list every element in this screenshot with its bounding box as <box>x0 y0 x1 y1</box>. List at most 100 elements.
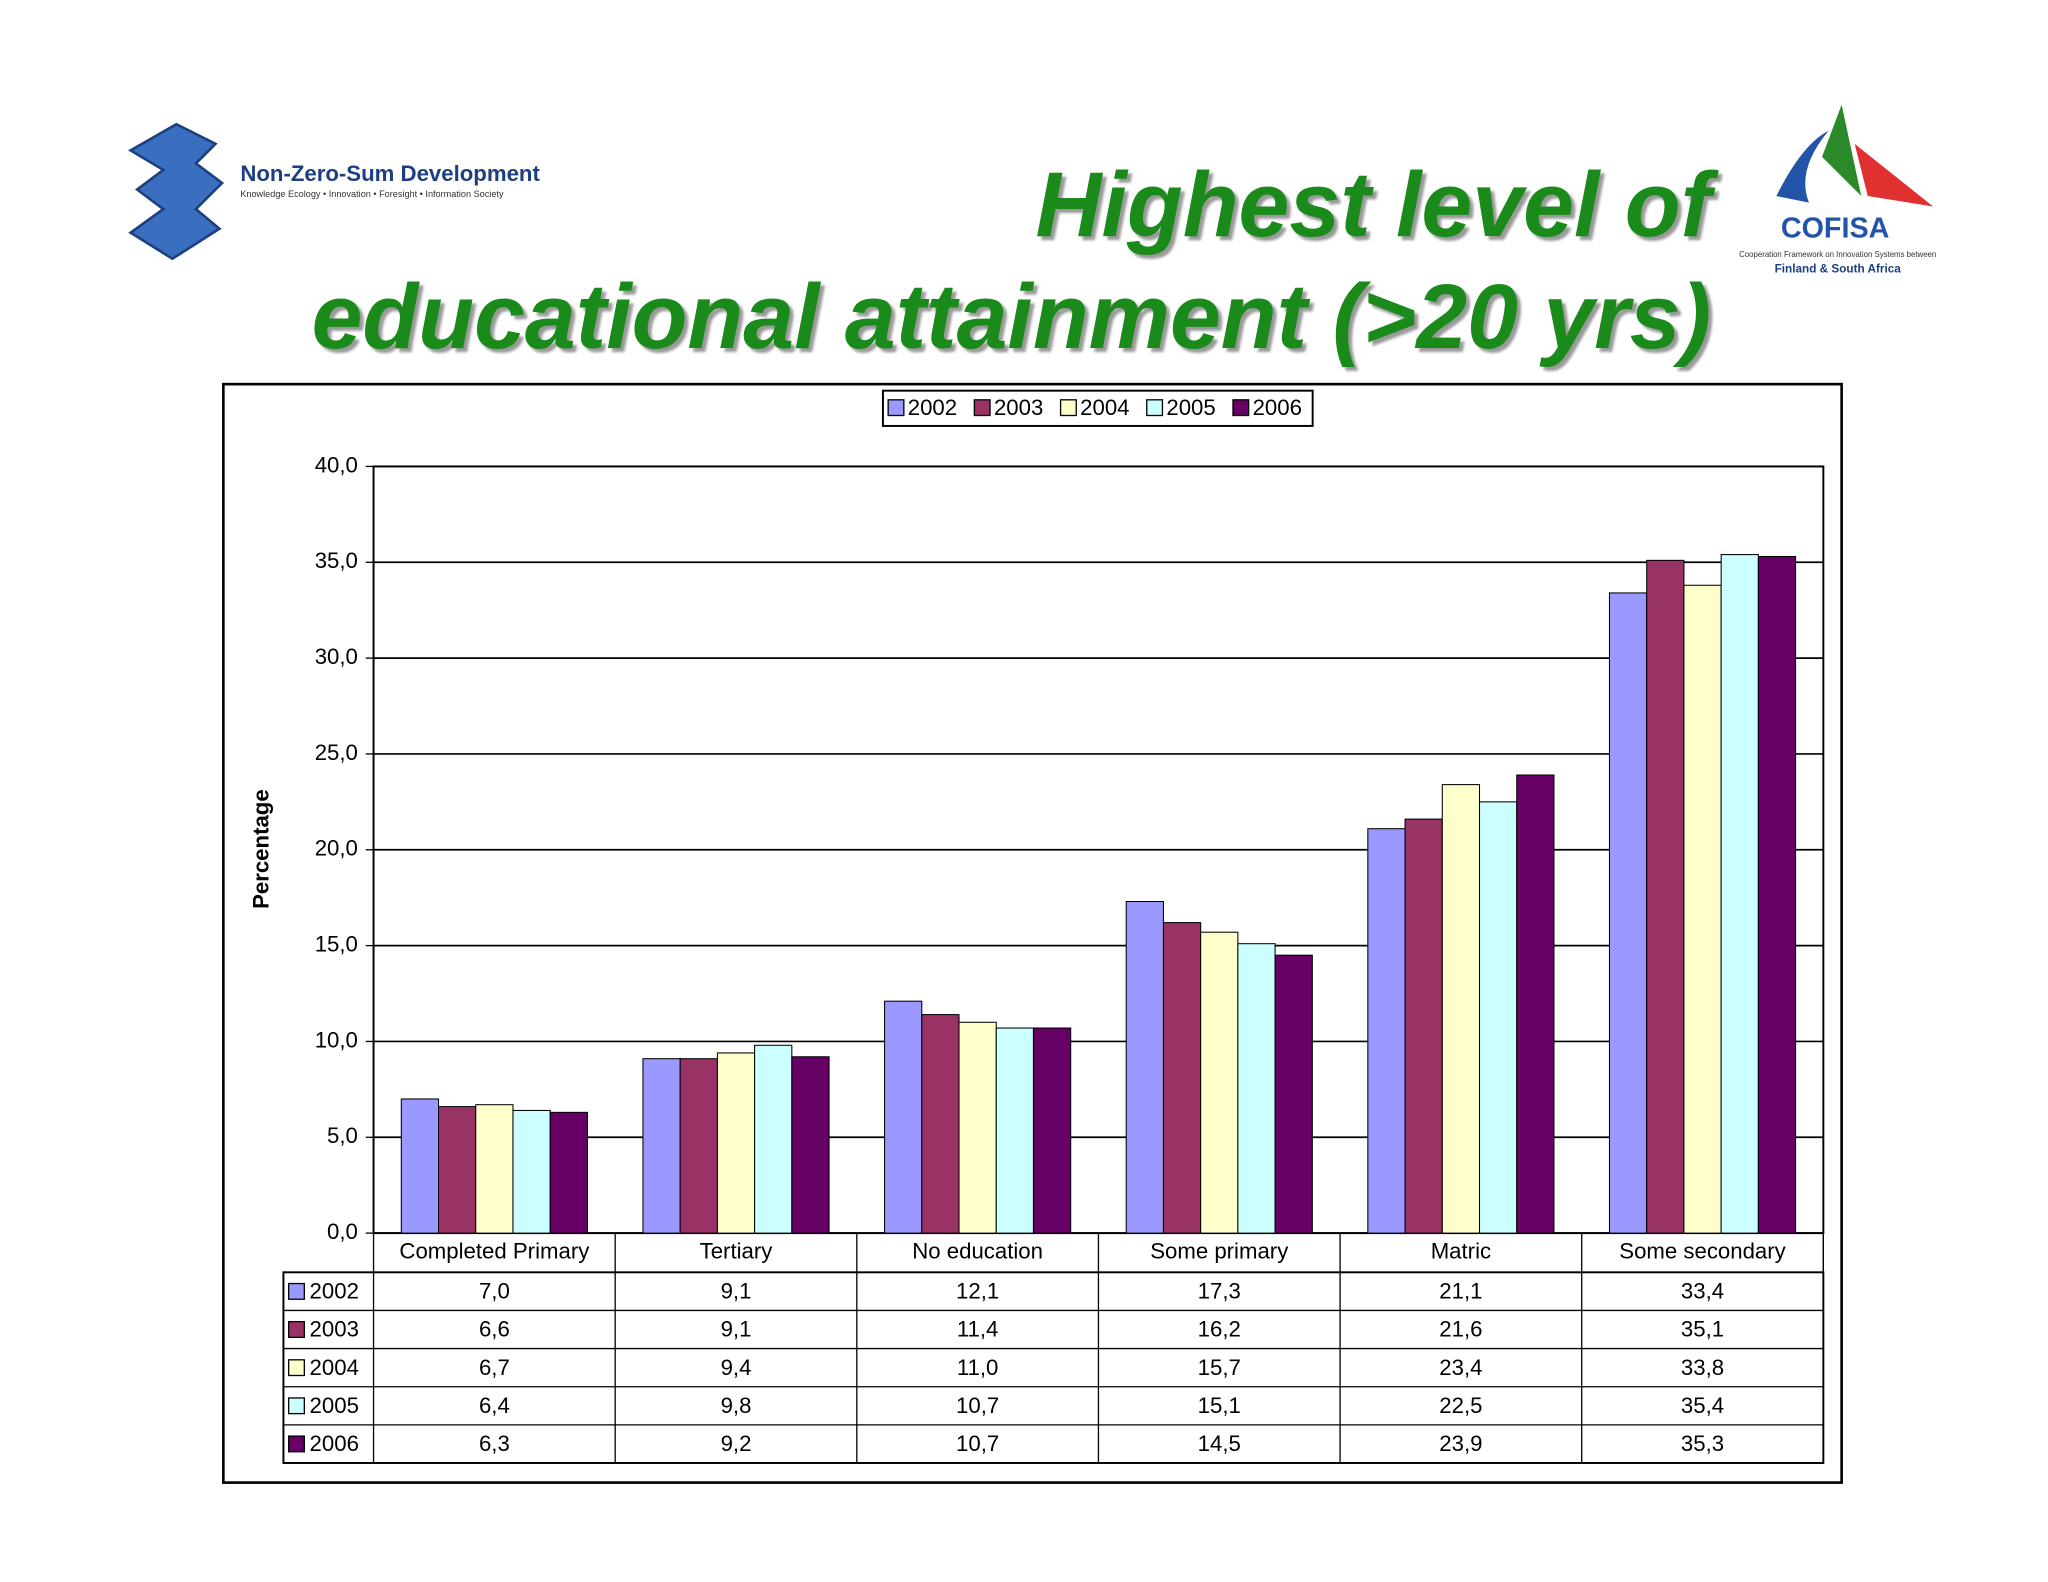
table-row-header: 2003 <box>310 1317 359 1342</box>
bar <box>1032 1027 1072 1234</box>
x-tick-label: Tertiary <box>700 1239 774 1264</box>
bar <box>438 1106 477 1234</box>
x-tick-label: Completed Primary <box>399 1239 590 1264</box>
table-cell: 10,7 <box>956 1393 999 1418</box>
table-cell: 12,1 <box>956 1279 999 1304</box>
legend-swatch <box>1146 399 1164 417</box>
legend-label: 2002 <box>908 395 957 420</box>
logo-line: Cooperation Framework on Innovation Syst… <box>1739 250 1936 259</box>
bar <box>400 1098 440 1234</box>
bar <box>884 1000 923 1234</box>
bar <box>549 1111 588 1234</box>
table-cell: 15,7 <box>1198 1355 1241 1380</box>
table-cell: 10,7 <box>956 1431 999 1456</box>
bar <box>1608 592 1648 1234</box>
table-cell: 9,2 <box>721 1431 752 1456</box>
y-tick-label: 5,0 <box>327 1123 358 1148</box>
table-cell: 7,0 <box>479 1279 510 1304</box>
y-tick-label: 30,0 <box>315 644 358 669</box>
legend-swatch <box>973 399 991 417</box>
table-cell: 9,1 <box>721 1317 752 1342</box>
x-tick-label: Matric <box>1431 1239 1491 1264</box>
y-tick-label: 20,0 <box>315 836 358 861</box>
table-cell: 22,5 <box>1439 1393 1482 1418</box>
bar <box>475 1104 514 1234</box>
bar <box>1757 555 1797 1234</box>
legend-swatch <box>1059 399 1077 417</box>
right-logo: COFISA Cooperation Framework on Innovati… <box>1739 104 1936 275</box>
table-frame <box>282 1271 1825 1464</box>
y-tick-label: 0,0 <box>327 1219 358 1244</box>
table-row-header: 2005 <box>310 1393 359 1418</box>
chart-title: educational attainment (>20 yrs) <box>312 266 1711 368</box>
bar <box>1720 554 1759 1234</box>
table-cell: 16,2 <box>1198 1317 1241 1342</box>
legend-swatch <box>288 1397 305 1415</box>
bar <box>1237 943 1276 1234</box>
bar <box>1200 931 1239 1234</box>
table-cell: 35,4 <box>1681 1393 1724 1418</box>
left-logo: Non-Zero-Sum Development Knowledge Ecolo… <box>128 122 540 261</box>
table-cell: 6,7 <box>479 1355 510 1380</box>
table-cell: 9,8 <box>721 1393 752 1418</box>
table-cell: 35,1 <box>1681 1317 1724 1342</box>
bar <box>1478 801 1518 1234</box>
bar <box>1125 901 1164 1234</box>
table-cell: 33,8 <box>1681 1355 1724 1380</box>
legend-label: 2006 <box>1253 395 1302 420</box>
table-row-header: 2006 <box>310 1431 359 1456</box>
bar <box>679 1058 718 1234</box>
y-tick-label: 15,0 <box>315 931 358 956</box>
bar <box>958 1021 997 1234</box>
y-axis-label: Percentage <box>248 789 273 909</box>
y-tick-label: 25,0 <box>315 740 358 765</box>
x-tick-label: No education <box>912 1239 1043 1264</box>
bar <box>1367 828 1406 1234</box>
bar <box>754 1044 793 1234</box>
table-cell: 6,6 <box>479 1317 510 1342</box>
table-cell: 9,4 <box>721 1355 752 1380</box>
x-tick-label: Some secondary <box>1619 1239 1786 1264</box>
bar <box>1516 774 1555 1234</box>
bar <box>1274 954 1313 1234</box>
legend-swatch <box>288 1282 305 1300</box>
chart-frame <box>222 382 1843 1484</box>
bar <box>995 1027 1034 1234</box>
table-cell: 11,0 <box>957 1355 999 1380</box>
logo-swoosh <box>1776 130 1829 203</box>
x-tick-label: Some primary <box>1150 1239 1289 1264</box>
table-cell: 21,1 <box>1439 1279 1482 1304</box>
table-cell: 21,6 <box>1439 1317 1482 1342</box>
table-cell: 35,3 <box>1681 1431 1724 1456</box>
table-cell: 11,4 <box>957 1317 999 1342</box>
y-tick-label: 35,0 <box>315 548 358 573</box>
table-row-header: 2004 <box>310 1355 359 1380</box>
logo-name: COFISA <box>1781 213 1890 245</box>
table-cell: 15,1 <box>1198 1393 1241 1418</box>
bar <box>716 1052 756 1234</box>
logo-tagline: Knowledge Ecology • Innovation • Foresig… <box>240 189 504 199</box>
bar <box>1404 818 1443 1234</box>
legend-swatch <box>887 399 905 417</box>
table-cell: 14,5 <box>1198 1431 1241 1456</box>
logo-icon <box>128 122 225 261</box>
bar <box>1441 784 1481 1234</box>
legend-label: 2004 <box>1080 395 1129 420</box>
logo-sail <box>1822 104 1862 197</box>
y-tick-label: 10,0 <box>315 1027 358 1052</box>
table-cell: 9,1 <box>721 1279 752 1304</box>
y-tick-label: 40,0 <box>315 452 358 477</box>
legend-swatch <box>288 1321 305 1339</box>
legend-swatch <box>288 1435 305 1453</box>
logo-line: Finland & South Africa <box>1775 262 1902 275</box>
legend-swatch <box>288 1359 305 1377</box>
bar <box>512 1109 551 1234</box>
table-cell: 6,4 <box>479 1393 510 1418</box>
table-cell: 17,3 <box>1198 1279 1241 1304</box>
logo-name: Non-Zero-Sum Development <box>240 161 540 186</box>
table-cell: 6,3 <box>479 1431 510 1456</box>
bar <box>921 1014 960 1234</box>
table-row-header: 2002 <box>310 1279 359 1304</box>
